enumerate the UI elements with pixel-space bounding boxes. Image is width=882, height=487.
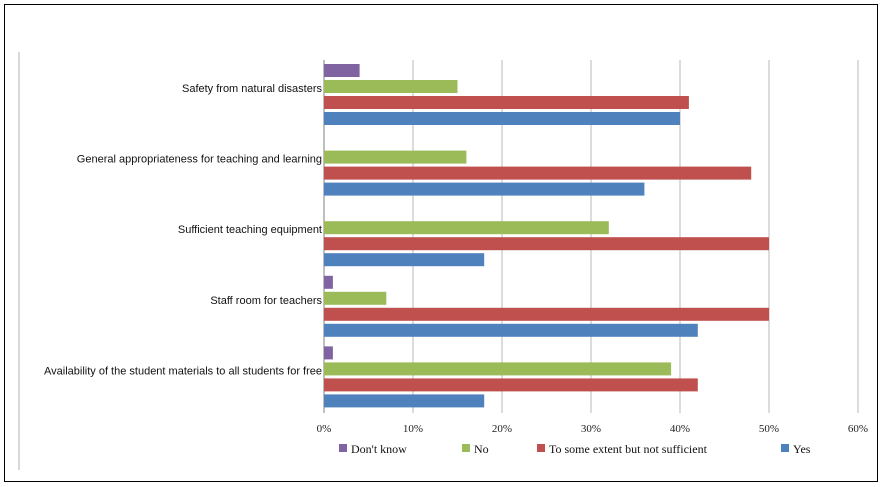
bar-to-some-extent-but-not-sufficient (324, 96, 689, 109)
category-label: Safety from natural disasters (182, 83, 323, 95)
bar-to-some-extent-but-not-sufficient (324, 237, 769, 251)
category-label: Staff room for teachers (210, 295, 322, 307)
bar-don-t-know (324, 64, 360, 77)
legend-swatch (339, 444, 347, 452)
x-tick-label: 40% (670, 423, 690, 435)
bar-don-t-know (324, 275, 333, 289)
bar-no (324, 291, 387, 305)
bar-yes (324, 112, 680, 125)
legend-swatch (462, 444, 470, 452)
x-tick-label: 50% (759, 423, 779, 435)
legend-swatch (781, 444, 789, 452)
bar-yes (324, 182, 645, 196)
bar-to-some-extent-but-not-sufficient (324, 378, 698, 392)
bar-yes (324, 253, 485, 267)
x-tick-label: 60% (848, 423, 868, 435)
bar-to-some-extent-but-not-sufficient (324, 307, 769, 321)
bar-no (324, 221, 609, 235)
bar-don-t-know (324, 346, 333, 360)
legend-label: No (474, 442, 489, 456)
bar-no (324, 80, 458, 93)
x-tick-label: 20% (492, 423, 512, 435)
x-tick-label: 10% (403, 423, 423, 435)
legend-swatch (537, 444, 545, 452)
x-tick-label: 0% (317, 423, 332, 435)
legend-label: Yes (793, 442, 811, 456)
category-label: Sufficient teaching equipment (178, 224, 322, 236)
bar-no (324, 362, 672, 376)
bar-yes (324, 323, 698, 337)
legend-label: Don't know (351, 442, 407, 456)
legend-label: To some extent but not sufficient (549, 442, 708, 456)
category-label: General appropriateness for teaching and… (77, 154, 322, 166)
x-tick-label: 30% (581, 423, 601, 435)
bar-to-some-extent-but-not-sufficient (324, 166, 752, 180)
bar-no (324, 150, 467, 164)
bar-yes (324, 394, 485, 408)
category-label: Availability of the student materials to… (44, 365, 322, 377)
